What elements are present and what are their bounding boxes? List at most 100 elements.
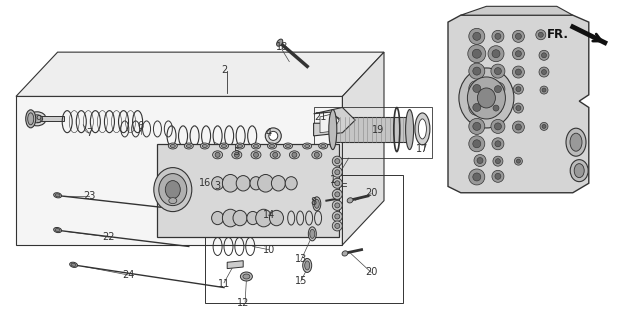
Ellipse shape — [170, 144, 175, 148]
Ellipse shape — [257, 174, 274, 192]
Polygon shape — [333, 117, 410, 142]
Ellipse shape — [265, 128, 282, 144]
Circle shape — [513, 66, 524, 78]
Text: 6: 6 — [138, 121, 144, 131]
Polygon shape — [448, 15, 589, 193]
Circle shape — [488, 46, 504, 62]
Ellipse shape — [335, 170, 340, 175]
Ellipse shape — [335, 159, 340, 164]
Ellipse shape — [310, 229, 315, 238]
Circle shape — [493, 105, 499, 111]
Ellipse shape — [233, 210, 247, 226]
Ellipse shape — [169, 198, 177, 204]
Circle shape — [515, 124, 522, 130]
Text: 22: 22 — [102, 232, 115, 242]
Circle shape — [468, 118, 485, 134]
Ellipse shape — [241, 272, 252, 281]
Circle shape — [468, 136, 485, 152]
Circle shape — [513, 84, 524, 94]
Ellipse shape — [313, 197, 321, 211]
Circle shape — [468, 45, 486, 63]
Circle shape — [516, 106, 521, 111]
Ellipse shape — [54, 193, 61, 198]
Ellipse shape — [221, 144, 227, 148]
Text: 3: 3 — [214, 181, 221, 191]
Circle shape — [513, 103, 524, 113]
Ellipse shape — [335, 223, 340, 228]
Ellipse shape — [184, 143, 193, 149]
Text: 24: 24 — [122, 270, 134, 280]
Ellipse shape — [335, 192, 340, 197]
Ellipse shape — [223, 174, 238, 192]
Ellipse shape — [308, 227, 316, 241]
Ellipse shape — [70, 262, 77, 267]
Circle shape — [541, 53, 547, 58]
Ellipse shape — [332, 156, 342, 166]
Ellipse shape — [154, 167, 192, 212]
Ellipse shape — [55, 194, 60, 197]
Ellipse shape — [186, 144, 191, 148]
Ellipse shape — [26, 110, 36, 128]
Ellipse shape — [335, 214, 340, 219]
Polygon shape — [16, 96, 342, 245]
Circle shape — [513, 30, 524, 42]
Circle shape — [273, 152, 278, 157]
Ellipse shape — [332, 189, 342, 199]
Circle shape — [515, 51, 522, 57]
Ellipse shape — [419, 119, 426, 139]
Ellipse shape — [253, 144, 259, 148]
Text: 10: 10 — [262, 245, 275, 255]
Circle shape — [473, 32, 481, 40]
Text: 19: 19 — [371, 125, 384, 135]
Circle shape — [473, 122, 481, 131]
Circle shape — [468, 28, 485, 44]
Circle shape — [468, 63, 485, 79]
Ellipse shape — [332, 211, 342, 222]
Ellipse shape — [269, 144, 275, 148]
Circle shape — [542, 125, 546, 128]
Ellipse shape — [54, 228, 61, 233]
Ellipse shape — [305, 261, 310, 270]
Text: FR.: FR. — [547, 27, 569, 41]
Circle shape — [495, 68, 501, 75]
Circle shape — [542, 88, 546, 92]
Circle shape — [515, 157, 522, 165]
Circle shape — [495, 173, 501, 179]
Circle shape — [292, 152, 297, 157]
Ellipse shape — [159, 173, 187, 206]
Circle shape — [473, 84, 481, 93]
Ellipse shape — [223, 209, 238, 227]
Ellipse shape — [269, 210, 284, 226]
Text: 7: 7 — [86, 128, 93, 138]
Ellipse shape — [332, 200, 342, 210]
Text: 20: 20 — [365, 267, 378, 277]
Circle shape — [515, 69, 522, 75]
Circle shape — [538, 32, 543, 37]
Ellipse shape — [467, 77, 506, 119]
Circle shape — [491, 64, 505, 78]
Circle shape — [539, 50, 549, 60]
Polygon shape — [342, 52, 384, 245]
Ellipse shape — [319, 143, 328, 149]
Ellipse shape — [28, 113, 34, 125]
Ellipse shape — [332, 221, 342, 231]
Ellipse shape — [335, 181, 340, 186]
Ellipse shape — [289, 151, 300, 159]
Ellipse shape — [252, 143, 260, 149]
Ellipse shape — [202, 144, 207, 148]
Circle shape — [490, 102, 502, 114]
Ellipse shape — [284, 143, 292, 149]
Ellipse shape — [250, 177, 262, 190]
Ellipse shape — [236, 176, 250, 191]
Ellipse shape — [303, 143, 312, 149]
Ellipse shape — [220, 143, 228, 149]
Ellipse shape — [251, 151, 261, 159]
Circle shape — [491, 119, 505, 133]
Ellipse shape — [570, 160, 588, 182]
Ellipse shape — [270, 151, 280, 159]
Ellipse shape — [314, 199, 319, 208]
Polygon shape — [461, 6, 573, 15]
Circle shape — [540, 86, 548, 94]
Text: 20: 20 — [365, 188, 378, 198]
Text: 17: 17 — [416, 143, 429, 154]
